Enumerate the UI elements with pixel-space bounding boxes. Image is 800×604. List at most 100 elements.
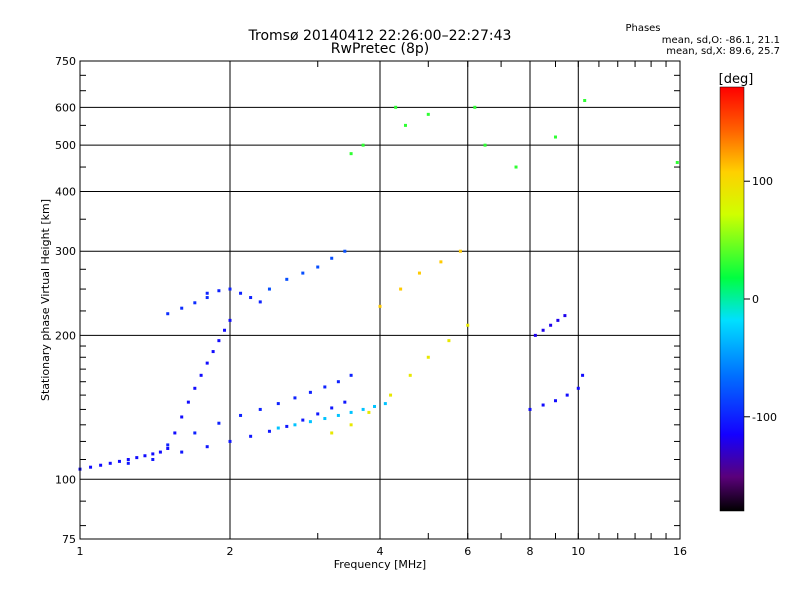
data-point-X-upper-0 bbox=[378, 304, 382, 308]
colorbar-label: [deg] bbox=[719, 72, 754, 87]
data-point-high-echoes-0 bbox=[349, 152, 353, 156]
data-point-high-echoes-10 bbox=[675, 160, 679, 164]
data-point-O-mid-8 bbox=[323, 385, 327, 389]
data-point-O-low-b-9 bbox=[316, 412, 320, 416]
data-point-X-band-2 bbox=[308, 420, 312, 424]
data-point-X-mid-5 bbox=[426, 355, 430, 359]
y-tick-label-3: 300 bbox=[55, 245, 76, 258]
data-point-O-low-b-3 bbox=[205, 445, 209, 449]
data-point-right-low-1 bbox=[541, 403, 545, 407]
x-tick-label-4: 8 bbox=[527, 545, 534, 558]
x-tick-label-1: 2 bbox=[227, 545, 234, 558]
colorbar bbox=[719, 86, 745, 512]
data-point-O-mid-5 bbox=[276, 402, 280, 406]
colorbar-tick-label-1: 0 bbox=[752, 293, 759, 306]
y-tick-label-0: 75 bbox=[62, 533, 76, 546]
y-tick-label-1: 100 bbox=[55, 473, 76, 486]
data-point-X-band-4 bbox=[336, 413, 340, 417]
x-ticks: 1 2 4 6 8 10 16 bbox=[77, 61, 687, 558]
data-point-O-steep-9 bbox=[228, 318, 232, 322]
data-point-high-echoes-7 bbox=[514, 165, 518, 169]
data-point-O-upper-5 bbox=[258, 300, 262, 304]
data-point-O-low-2 bbox=[99, 463, 103, 467]
data-point-O-mid-9 bbox=[336, 380, 340, 384]
data-point-O-low-b-0 bbox=[126, 461, 130, 465]
data-point-O-steep-0 bbox=[173, 431, 177, 435]
data-point-high-echoes-9 bbox=[583, 99, 587, 103]
data-point-O-upper-4 bbox=[249, 296, 253, 300]
data-point-O-low-b-6 bbox=[267, 429, 271, 433]
data-point-right-cluster-1 bbox=[541, 328, 545, 332]
data-point-right-low-4 bbox=[576, 386, 580, 390]
data-point-O-mid-4 bbox=[258, 407, 262, 411]
data-point-O-mid-1 bbox=[193, 431, 197, 435]
data-point-X-band-5 bbox=[349, 410, 353, 414]
x-tick-label-3: 6 bbox=[464, 545, 471, 558]
data-point-X-mid-1 bbox=[349, 423, 353, 427]
data-point-O-upper-2 bbox=[228, 287, 232, 291]
data-point-X-band-0 bbox=[276, 426, 280, 430]
x-axis-label: Frequency [MHz] bbox=[334, 558, 426, 571]
colorbar-tick-label-2: 100 bbox=[752, 175, 773, 188]
data-point-X-mid-6 bbox=[447, 339, 451, 343]
data-point-O-steep-6 bbox=[211, 350, 215, 354]
data-point-O-steep-7 bbox=[217, 339, 221, 343]
data-point-right-low-0 bbox=[528, 407, 532, 411]
data-point-right-low-5 bbox=[581, 373, 585, 377]
y-axis-label: Stationary phase Virtual Height [km] bbox=[39, 199, 52, 401]
colorbar-ticks: -100 0 100 bbox=[744, 175, 777, 424]
data-point-O-low-9 bbox=[158, 450, 162, 454]
y-tick-label-2: 200 bbox=[55, 329, 76, 342]
data-point-O-low-b-1 bbox=[151, 457, 155, 461]
data-point-high-echoes-1 bbox=[361, 143, 365, 147]
data-point-X-mid-0 bbox=[330, 431, 334, 435]
data-point-O-low-b-8 bbox=[301, 418, 305, 422]
data-point-O-low-b-7 bbox=[285, 424, 289, 428]
data-point-O-upper-3 bbox=[239, 291, 243, 295]
data-point-X-band-8 bbox=[383, 402, 387, 406]
data-point-O-steep-1 bbox=[180, 415, 184, 419]
data-point-right-cluster-2 bbox=[549, 323, 553, 327]
data-point-O-low-b-5 bbox=[249, 434, 253, 438]
data-point-O-low-8 bbox=[151, 452, 155, 456]
x-tick-label-6: 16 bbox=[673, 545, 687, 558]
data-point-O-steep-5 bbox=[205, 361, 209, 365]
data-point-O-upper-b-0 bbox=[267, 287, 271, 291]
data-point-high-echoes-5 bbox=[473, 105, 477, 109]
data-point-O-low-4 bbox=[117, 459, 121, 463]
data-point-O-mid-7 bbox=[308, 390, 312, 394]
data-point-right-cluster-0 bbox=[533, 333, 537, 337]
data-point-O-mid-2 bbox=[217, 421, 221, 425]
data-point-O-low-5 bbox=[126, 457, 130, 461]
data-point-O-low-b-4 bbox=[228, 439, 232, 443]
data-point-O-low-1 bbox=[89, 465, 93, 469]
data-point-high-echoes-3 bbox=[403, 123, 407, 127]
data-point-X-band-6 bbox=[361, 407, 365, 411]
data-point-O-low-b-10 bbox=[330, 406, 334, 410]
data-point-X-mid-2 bbox=[367, 410, 371, 414]
data-point-O-steep-2 bbox=[186, 400, 190, 404]
data-point-O-mid-6 bbox=[293, 396, 297, 400]
data-point-O-upper-b-2 bbox=[301, 271, 305, 275]
x-tick-label-5: 10 bbox=[571, 545, 585, 558]
data-point-O-steep-4 bbox=[199, 373, 203, 377]
colorbar-tick-label-0: -100 bbox=[752, 411, 777, 424]
data-point-O-upper-0 bbox=[205, 291, 209, 295]
data-point-O-diag-2 bbox=[193, 301, 197, 305]
data-point-O-upper-1 bbox=[217, 289, 221, 293]
y-ticks: 75 100 200 300 400 500 600 750 bbox=[55, 55, 680, 546]
data-points bbox=[78, 99, 679, 471]
phase-stats-x: mean, sd,X: 89.6, 25.7 bbox=[666, 46, 780, 57]
data-point-X-band-3 bbox=[323, 417, 327, 421]
data-point-X-band-7 bbox=[373, 404, 377, 408]
data-point-X-mid-7 bbox=[466, 323, 470, 327]
data-point-high-echoes-4 bbox=[426, 112, 430, 116]
phase-stats-o: mean, sd,O: -86.1, 21.1 bbox=[662, 35, 780, 46]
data-point-O-diag-0 bbox=[166, 312, 170, 316]
data-point-X-upper-1 bbox=[399, 287, 403, 291]
data-point-O-upper-b-5 bbox=[343, 249, 347, 253]
data-point-O-low-b-2 bbox=[180, 450, 184, 454]
data-point-O-low-10 bbox=[166, 446, 170, 450]
data-point-O-low-b-11 bbox=[343, 400, 347, 404]
